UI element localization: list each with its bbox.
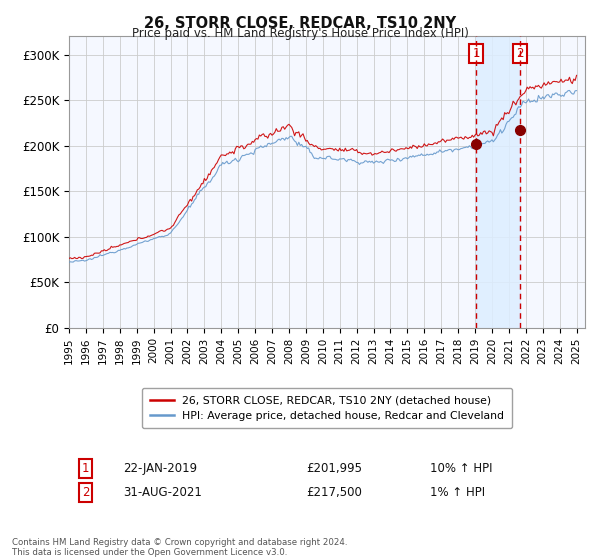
Text: 26, STORR CLOSE, REDCAR, TS10 2NY: 26, STORR CLOSE, REDCAR, TS10 2NY — [144, 16, 456, 31]
Text: £217,500: £217,500 — [307, 486, 362, 498]
Text: Price paid vs. HM Land Registry's House Price Index (HPI): Price paid vs. HM Land Registry's House … — [131, 27, 469, 40]
Text: 22-JAN-2019: 22-JAN-2019 — [123, 463, 197, 475]
Text: 10% ↑ HPI: 10% ↑ HPI — [430, 463, 493, 475]
Legend: 26, STORR CLOSE, REDCAR, TS10 2NY (detached house), HPI: Average price, detached: 26, STORR CLOSE, REDCAR, TS10 2NY (detac… — [142, 388, 512, 428]
Text: 1: 1 — [82, 463, 89, 475]
Text: 1% ↑ HPI: 1% ↑ HPI — [430, 486, 485, 498]
Bar — [476, 36, 520, 328]
Text: 1: 1 — [472, 46, 480, 59]
Text: £201,995: £201,995 — [307, 463, 362, 475]
Text: 2: 2 — [82, 486, 89, 498]
Text: Contains HM Land Registry data © Crown copyright and database right 2024.
This d: Contains HM Land Registry data © Crown c… — [12, 538, 347, 557]
Text: 2: 2 — [517, 46, 524, 59]
Text: 31-AUG-2021: 31-AUG-2021 — [123, 486, 202, 498]
